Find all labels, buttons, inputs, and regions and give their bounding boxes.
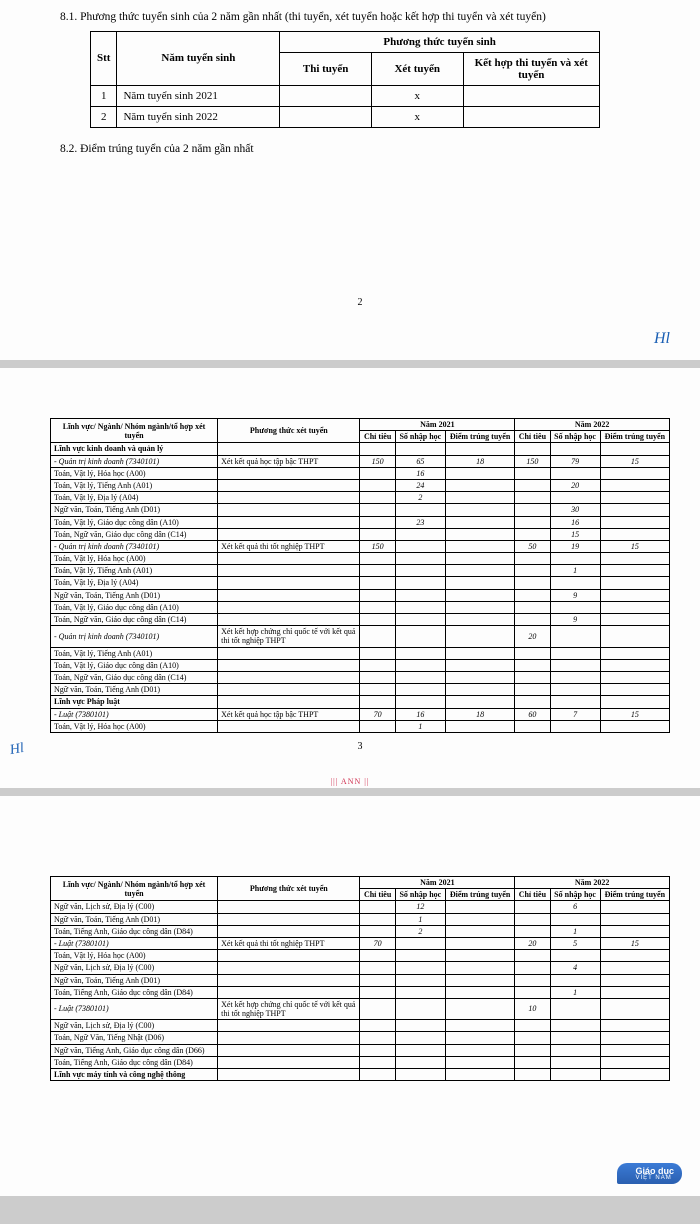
table-row: Toán, Tiếng Anh, Giáo dục công dân (D84) [51,1056,670,1068]
table-row: - Luật (7380101)Xét kết hợp chứng chỉ qu… [51,998,670,1019]
table-row: Toán, Vật lý, Hóa học (A00) [51,553,670,565]
th-dt22: Điểm trúng tuyển [600,431,669,443]
th-ct22: Chỉ tiêu [515,889,550,901]
table-row: Ngữ văn, Toán, Tiếng Anh (D01)1 [51,913,670,925]
table-row: Toán, Ngữ Văn, Tiếng Nhật (D06) [51,1032,670,1044]
table-row: - Quản trị kinh doanh (7340101)Xét kết q… [51,540,670,552]
th-sn21: Số nhập học [395,889,445,901]
table-scores-p2: Lĩnh vực/ Ngành/ Nhóm ngành/tổ hợp xét t… [50,418,670,733]
signature-1: Hl [654,330,670,348]
page-number-3: 3 [50,741,670,752]
table-row: Toán, Vật lý, Hóa học (A00) [51,950,670,962]
table-row: Toán, Ngữ văn, Giáo dục công dân (C14) [51,671,670,683]
table-row: Lĩnh vực Pháp luật [51,696,670,708]
th-thi: Thi tuyển [280,52,372,85]
table-row: - Luật (7380101)Xét kết quả học tập bậc … [51,708,670,720]
table-row: Toán, Vật lý, Địa lý (A04)2 [51,492,670,504]
table-row: Ngữ văn, Lịch sử, Địa lý (C00) [51,1020,670,1032]
th-2021: Năm 2021 [360,877,515,889]
table-row: Toán, Vật lý, Tiếng Anh (A01) [51,647,670,659]
th-dt21: Điểm trúng tuyển [445,431,514,443]
page-3: Lĩnh vực/ Ngành/ Nhóm ngành/tổ hợp xét t… [0,796,700,1196]
table-row: - Quản trị kinh doanh (7340101)Xét kết q… [51,455,670,467]
watermark-bot: VIỆT NAM [635,1175,674,1181]
table-row: 1Năm tuyển sinh 2021x [91,85,600,106]
table-row: Ngữ văn, Toán, Tiếng Anh (D01) [51,684,670,696]
th-dt21: Điểm trúng tuyển [445,889,514,901]
th-ct21: Chỉ tiêu [360,431,395,443]
th-ct21: Chỉ tiêu [360,889,395,901]
signature-2: Hl [9,741,26,759]
heading-8-2: 8.2. Điểm trúng tuyển của 2 năm gần nhất [60,142,660,157]
stamp-mark: ||| ANN || [331,777,370,786]
table-scores-p3: Lĩnh vực/ Ngành/ Nhóm ngành/tổ hợp xét t… [50,876,670,1081]
table-row: Toán, Ngữ văn, Giáo dục công dân (C14)15 [51,528,670,540]
table-row: Ngữ văn, Lịch sử, Địa lý (C00)126 [51,901,670,913]
table-row: - Quản trị kinh doanh (7340101)Xét kết h… [51,626,670,647]
page-1: 8.1. Phương thức tuyển sinh của 2 năm gầ… [0,0,700,360]
table-row: Toán, Vật lý, Giáo dục công dân (A10) [51,659,670,671]
th-sn22: Số nhập học [550,431,600,443]
table-row: Toán, Tiếng Anh, Giáo dục công dân (D84)… [51,925,670,937]
table-row: Ngữ văn, Tiếng Anh, Giáo dục công dân (D… [51,1044,670,1056]
table-row: Toán, Vật lý, Địa lý (A04) [51,577,670,589]
table-row: Toán, Tiếng Anh, Giáo dục công dân (D84)… [51,986,670,998]
th-linhvuc: Lĩnh vực/ Ngành/ Nhóm ngành/tổ hợp xét t… [51,877,218,901]
heading-8-1: 8.1. Phương thức tuyển sinh của 2 năm gầ… [60,10,660,25]
table-row: Toán, Vật lý, Giáo dục công dân (A10) [51,601,670,613]
table-row: Lĩnh vực kinh doanh và quản lý [51,443,670,455]
th-2021: Năm 2021 [360,419,515,431]
table-row: 2Năm tuyển sinh 2022x [91,106,600,127]
th-2022: Năm 2022 [515,419,670,431]
th-stt: Stt [91,31,117,85]
th-2022: Năm 2022 [515,877,670,889]
page-2: Lĩnh vực/ Ngành/ Nhóm ngành/tổ hợp xét t… [0,368,700,788]
table-row: Toán, Vật lý, Tiếng Anh (A01)2420 [51,479,670,491]
th-nam: Năm tuyển sinh [117,31,280,85]
th-sn22: Số nhập học [550,889,600,901]
th-ptxt: Phương thức xét tuyển [218,419,360,443]
watermark-logo: Giáo dục VIỆT NAM [617,1163,682,1184]
table-row: Toán, Vật lý, Tiếng Anh (A01)1 [51,565,670,577]
th-kethop: Kết hợp thi tuyển và xét tuyển [463,52,599,85]
table-admission-method: Stt Năm tuyển sinh Phương thức tuyển sin… [90,31,600,128]
table-row: Ngữ văn, Lịch sử, Địa lý (C00)4 [51,962,670,974]
th-dt22: Điểm trúng tuyển [600,889,669,901]
table-row: Lĩnh vực máy tính và công nghệ thông [51,1069,670,1081]
table-row: Ngữ văn, Toán, Tiếng Anh (D01)9 [51,589,670,601]
table-row: - Luật (7380101)Xét kết quả thi tốt nghi… [51,937,670,949]
th-ct22: Chỉ tiêu [515,431,550,443]
table-row: Ngữ văn, Toán, Tiếng Anh (D01)30 [51,504,670,516]
table-row: Toán, Ngữ văn, Giáo dục công dân (C14)9 [51,614,670,626]
table-row: Toán, Vật lý, Hóa học (A00)1 [51,720,670,732]
page-number-2: 2 [60,297,660,308]
th-ptxt: Phương thức xét tuyển [218,877,360,901]
th-xet: Xét tuyển [371,52,463,85]
table-row: Toán, Vật lý, Giáo dục công dân (A10)231… [51,516,670,528]
th-linhvuc: Lĩnh vực/ Ngành/ Nhóm ngành/tổ hợp xét t… [51,419,218,443]
th-phuongthuc: Phương thức tuyển sinh [280,31,600,52]
table-row: Ngữ văn, Toán, Tiếng Anh (D01) [51,974,670,986]
table-row: Toán, Vật lý, Hóa học (A00)16 [51,467,670,479]
th-sn21: Số nhập học [395,431,445,443]
